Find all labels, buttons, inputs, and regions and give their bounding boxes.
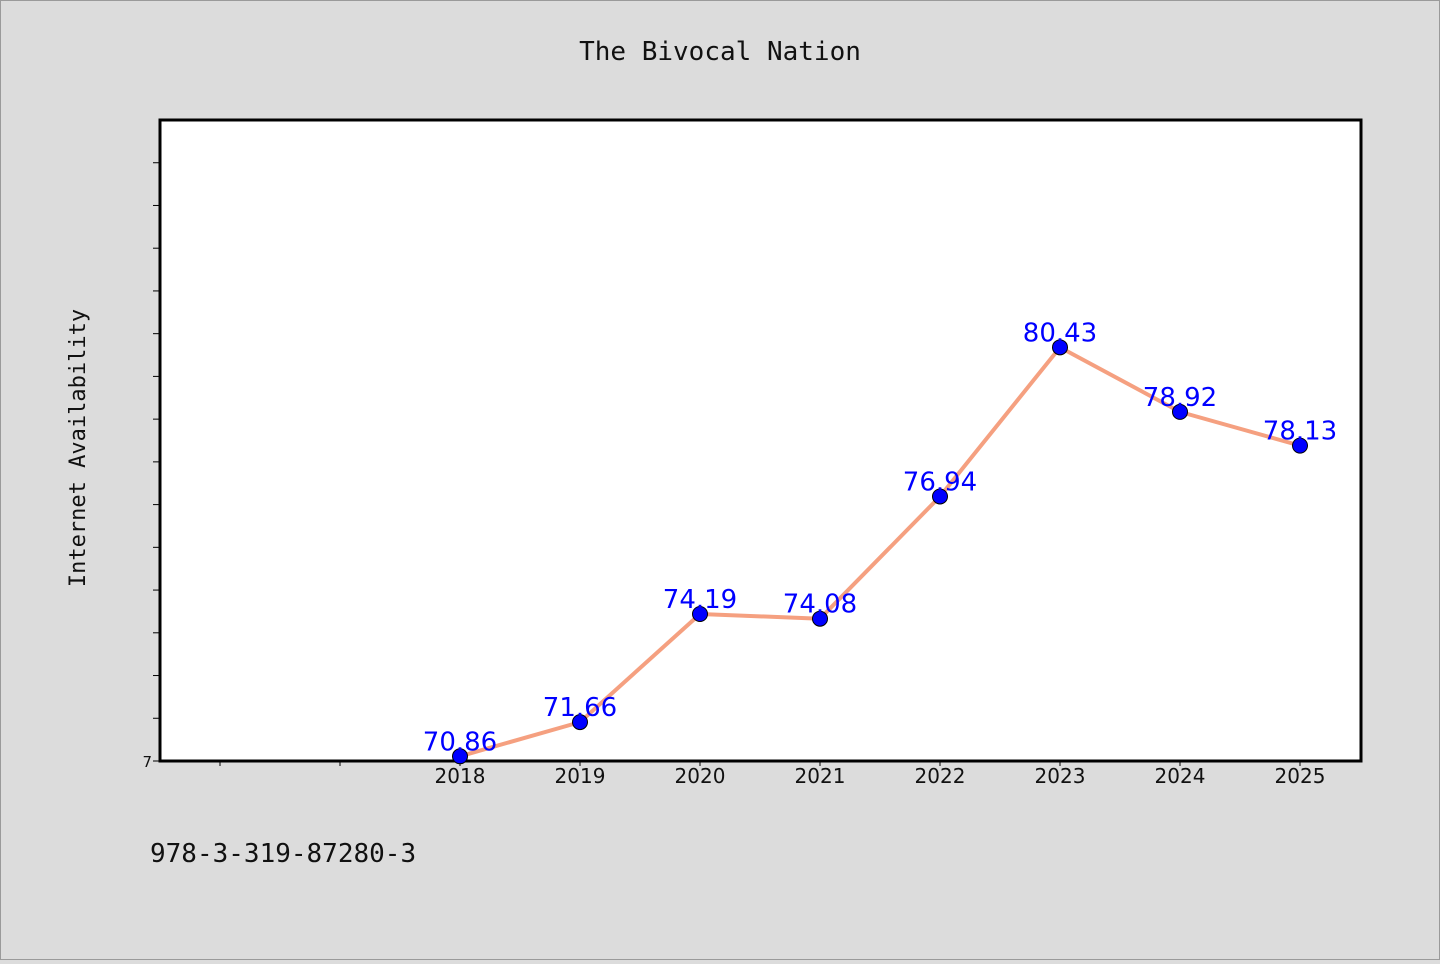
x-tick-label: 2023 xyxy=(1035,764,1086,788)
y-axis-ticks xyxy=(153,162,160,762)
data-point xyxy=(572,714,588,731)
x-tick-label: 2019 xyxy=(555,764,606,788)
x-tick-label: 2025 xyxy=(1275,764,1326,788)
x-tick-label: 2024 xyxy=(1155,764,1206,788)
data-value-label: 70.86 xyxy=(423,727,497,757)
chart-title: The Bivocal Nation xyxy=(579,37,861,67)
data-point xyxy=(932,488,948,505)
data-value-label: 78.92 xyxy=(1143,383,1217,413)
isbn-footer: 978-3-319-87280-3 xyxy=(150,839,416,869)
data-value-labels: 70.86 71.66 74.19 74.08 76.94 80.43 78.92 78.13 xyxy=(423,318,1337,757)
x-tick-label: 2018 xyxy=(435,764,486,788)
x-tick-labels: 2018 2019 2020 2021 2022 2023 2024 2025 xyxy=(435,764,1326,788)
data-value-label: 74.19 xyxy=(663,585,737,615)
x-tick-label: 2022 xyxy=(915,764,966,788)
data-value-label: 71.66 xyxy=(543,693,617,723)
y-tick-label: 7 xyxy=(142,753,152,771)
data-point xyxy=(452,748,468,765)
data-value-label: 78.13 xyxy=(1263,417,1337,447)
x-tick-label: 2020 xyxy=(675,764,726,788)
data-point xyxy=(1172,403,1188,420)
data-value-label: 80.43 xyxy=(1023,318,1097,348)
series-line xyxy=(459,345,1301,759)
series-points xyxy=(452,339,1308,765)
series-lines xyxy=(459,345,1301,759)
data-value-label: 76.94 xyxy=(903,467,977,497)
data-point xyxy=(692,605,708,622)
y-axis-label: Internet Availability xyxy=(66,309,91,587)
data-point xyxy=(812,610,828,627)
data-point xyxy=(1052,339,1068,356)
x-tick-label: 2021 xyxy=(795,764,846,788)
plot-area xyxy=(158,118,1363,763)
y-tick-labels: 7 xyxy=(142,753,152,771)
data-value-label: 74.08 xyxy=(783,590,857,620)
data-point xyxy=(1292,437,1308,454)
